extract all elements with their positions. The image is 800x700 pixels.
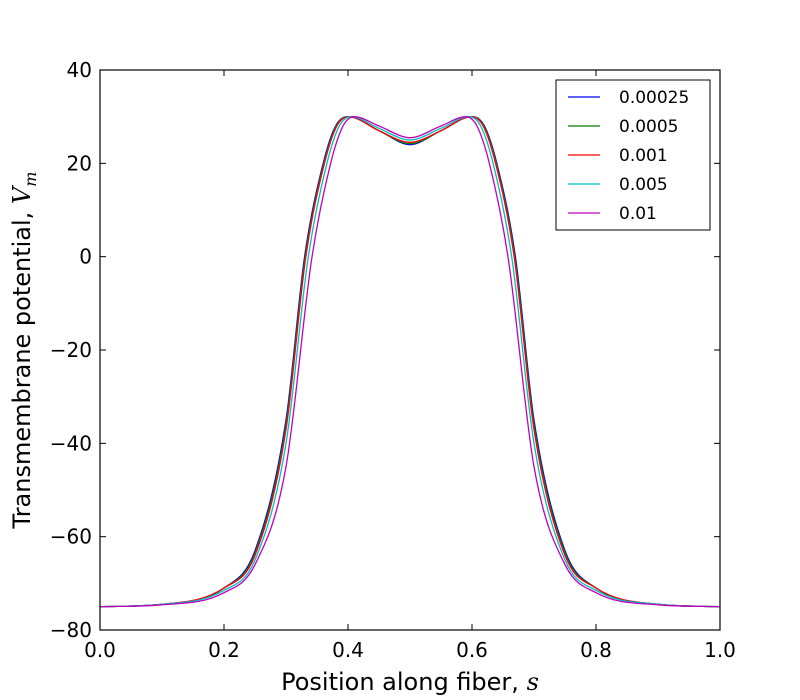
legend-entry-label: 0.0005 [619,117,678,137]
y-tick-label: 20 [67,151,92,175]
series-line-1 [99,116,721,608]
y-tick-label: −20 [50,338,92,362]
y-tick-label: −80 [50,618,92,642]
x-tick-label: 1.0 [704,638,736,662]
x-axis-label-text: Position along fiber, [281,668,526,696]
series-line-0 [99,116,721,608]
legend-entry-label: 0.00025 [619,88,689,108]
x-tick-label: 0.0 [84,638,116,662]
series-line-4 [99,116,721,608]
y-tick-label: 40 [67,58,92,82]
y-axis-variable-subscript: m [21,172,40,187]
legend-entry-label: 0.005 [619,175,668,195]
series-line-2 [99,116,721,608]
y-axis-label: Transmembrane potential, Vm [8,172,40,530]
y-tick-label: −40 [50,431,92,455]
y-axis-variable: V [8,184,36,204]
x-axis-variable: s [527,668,539,696]
legend: 0.00025 0.0005 0.001 0.005 0.01 [555,79,711,231]
series-layer [99,116,721,608]
y-tick-label: −60 [50,525,92,549]
legend-entry-label: 0.01 [619,204,657,224]
legend-entry-label: 0.001 [619,146,668,166]
x-axis-label: Position along fiber, s [281,668,539,696]
x-tick-label: 0.8 [580,638,612,662]
y-axis-label-text: Transmembrane potential, [8,204,36,529]
y-tick-label: 0 [79,245,92,269]
x-tick-label: 0.2 [208,638,240,662]
x-tick-label: 0.4 [332,638,364,662]
series-line-3 [99,116,721,608]
ticks-layer: 0.0 0.2 0.4 0.6 0.8 1.0 −80 −60 −40 −20 0 20 40 [50,58,736,662]
x-tick-label: 0.6 [456,638,488,662]
